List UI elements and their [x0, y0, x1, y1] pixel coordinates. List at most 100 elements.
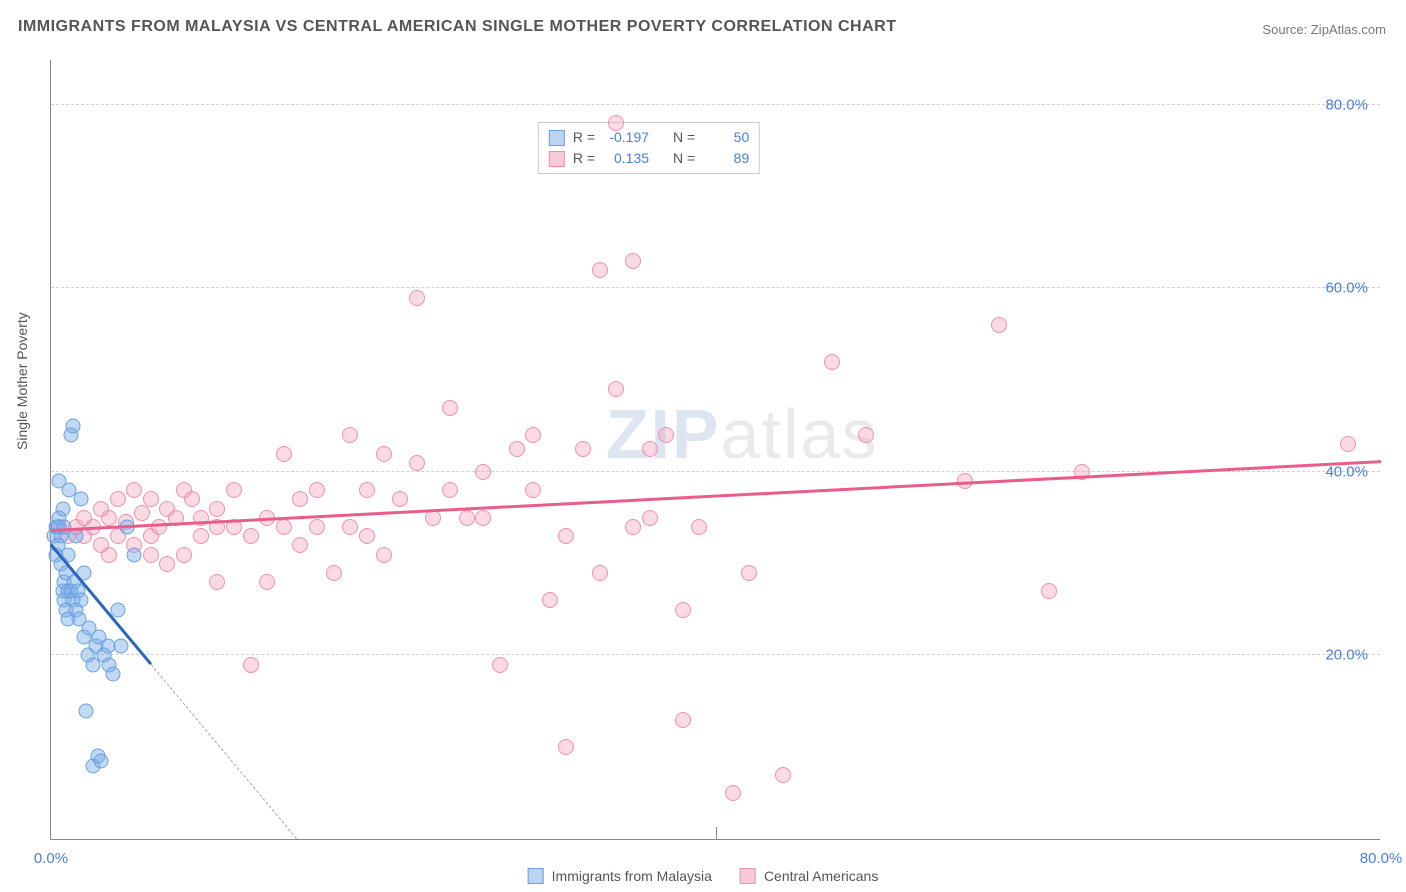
- watermark-atlas: atlas: [721, 395, 879, 473]
- scatter-point: [159, 556, 175, 572]
- x-tick-label: 80.0%: [1360, 850, 1403, 867]
- y-tick-label: 20.0%: [1325, 647, 1368, 664]
- legend-label-1: Immigrants from Malaysia: [552, 868, 712, 884]
- y-axis-title: Single Mother Poverty: [14, 312, 30, 450]
- scatter-point: [73, 593, 88, 608]
- scatter-point: [392, 491, 408, 507]
- source-label: Source:: [1262, 22, 1307, 37]
- scatter-point: [592, 565, 608, 581]
- scatter-point: [93, 754, 108, 769]
- scatter-point: [558, 528, 574, 544]
- scatter-point: [475, 510, 491, 526]
- scatter-point: [101, 547, 117, 563]
- grid-line-h: [51, 287, 1380, 288]
- chart-title: IMMIGRANTS FROM MALAYSIA VS CENTRAL AMER…: [18, 18, 896, 36]
- scatter-point: [442, 482, 458, 498]
- scatter-point: [525, 427, 541, 443]
- r-value-1: -0.197: [603, 127, 649, 148]
- legend-item-series2: Central Americans: [740, 868, 878, 884]
- scatter-point: [625, 519, 641, 535]
- scatter-point: [276, 446, 292, 462]
- scatter-point: [342, 427, 358, 443]
- scatter-point: [176, 547, 192, 563]
- scatter-point: [78, 703, 93, 718]
- r-label: R =: [573, 148, 595, 169]
- n-value-2: 89: [703, 148, 749, 169]
- scatter-point: [642, 510, 658, 526]
- source-link[interactable]: ZipAtlas.com: [1311, 22, 1386, 37]
- n-label: N =: [673, 148, 695, 169]
- scatter-point: [342, 519, 358, 535]
- r-label: R =: [573, 127, 595, 148]
- scatter-point: [184, 491, 200, 507]
- scatter-point: [824, 354, 840, 370]
- scatter-point: [525, 482, 541, 498]
- scatter-point: [151, 519, 167, 535]
- scatter-point: [558, 739, 574, 755]
- scatter-point: [143, 491, 159, 507]
- scatter-point: [675, 602, 691, 618]
- scatter-point: [226, 482, 242, 498]
- swatch-blue-icon: [549, 130, 565, 146]
- scatter-point: [359, 528, 375, 544]
- scatter-point: [675, 712, 691, 728]
- scatter-point: [359, 482, 375, 498]
- scatter-point: [425, 510, 441, 526]
- scatter-point: [209, 501, 225, 517]
- scatter-point: [143, 547, 159, 563]
- grid-line-v: [716, 827, 717, 839]
- scatter-point: [608, 381, 624, 397]
- r-value-2: 0.135: [603, 148, 649, 169]
- n-value-1: 50: [703, 127, 749, 148]
- scatter-point: [55, 501, 70, 516]
- scatter-point: [292, 537, 308, 553]
- scatter-point: [376, 547, 392, 563]
- scatter-point: [276, 519, 292, 535]
- scatter-point: [113, 639, 128, 654]
- swatch-blue-icon: [528, 868, 544, 884]
- scatter-point: [134, 505, 150, 521]
- watermark: ZIPatlas: [606, 394, 879, 474]
- scatter-point: [691, 519, 707, 535]
- y-tick-label: 40.0%: [1325, 463, 1368, 480]
- scatter-point: [725, 785, 741, 801]
- legend-item-series1: Immigrants from Malaysia: [528, 868, 712, 884]
- scatter-point: [625, 253, 641, 269]
- grid-line-h: [51, 654, 1380, 655]
- scatter-point: [608, 115, 624, 131]
- scatter-point: [326, 565, 342, 581]
- y-tick-label: 80.0%: [1325, 96, 1368, 113]
- scatter-point: [68, 529, 83, 544]
- scatter-point: [592, 262, 608, 278]
- trend-line: [150, 664, 297, 839]
- scatter-point: [105, 666, 120, 681]
- scatter-point: [101, 510, 117, 526]
- scatter-point: [642, 441, 658, 457]
- scatter-point: [110, 491, 126, 507]
- scatter-point: [575, 441, 591, 457]
- source-attribution: Source: ZipAtlas.com: [1262, 22, 1386, 37]
- scatter-point: [259, 574, 275, 590]
- scatter-point: [459, 510, 475, 526]
- scatter-point: [193, 528, 209, 544]
- stats-row-series2: R = 0.135 N = 89: [549, 148, 749, 169]
- stats-row-series1: R = -0.197 N = 50: [549, 127, 749, 148]
- scatter-point: [127, 547, 142, 562]
- scatter-point: [442, 400, 458, 416]
- scatter-point: [243, 528, 259, 544]
- bottom-legend: Immigrants from Malaysia Central America…: [528, 868, 879, 884]
- scatter-point: [409, 290, 425, 306]
- scatter-point: [475, 464, 491, 480]
- legend-label-2: Central Americans: [764, 868, 878, 884]
- scatter-point: [126, 482, 142, 498]
- n-label: N =: [673, 127, 695, 148]
- y-tick-label: 60.0%: [1325, 280, 1368, 297]
- scatter-point: [376, 446, 392, 462]
- stats-legend-box: R = -0.197 N = 50 R = 0.135 N = 89: [538, 122, 760, 174]
- scatter-point: [409, 455, 425, 471]
- scatter-point: [542, 592, 558, 608]
- scatter-point: [509, 441, 525, 457]
- correlation-chart: IMMIGRANTS FROM MALAYSIA VS CENTRAL AMER…: [0, 0, 1406, 892]
- swatch-pink-icon: [549, 151, 565, 167]
- scatter-point: [309, 482, 325, 498]
